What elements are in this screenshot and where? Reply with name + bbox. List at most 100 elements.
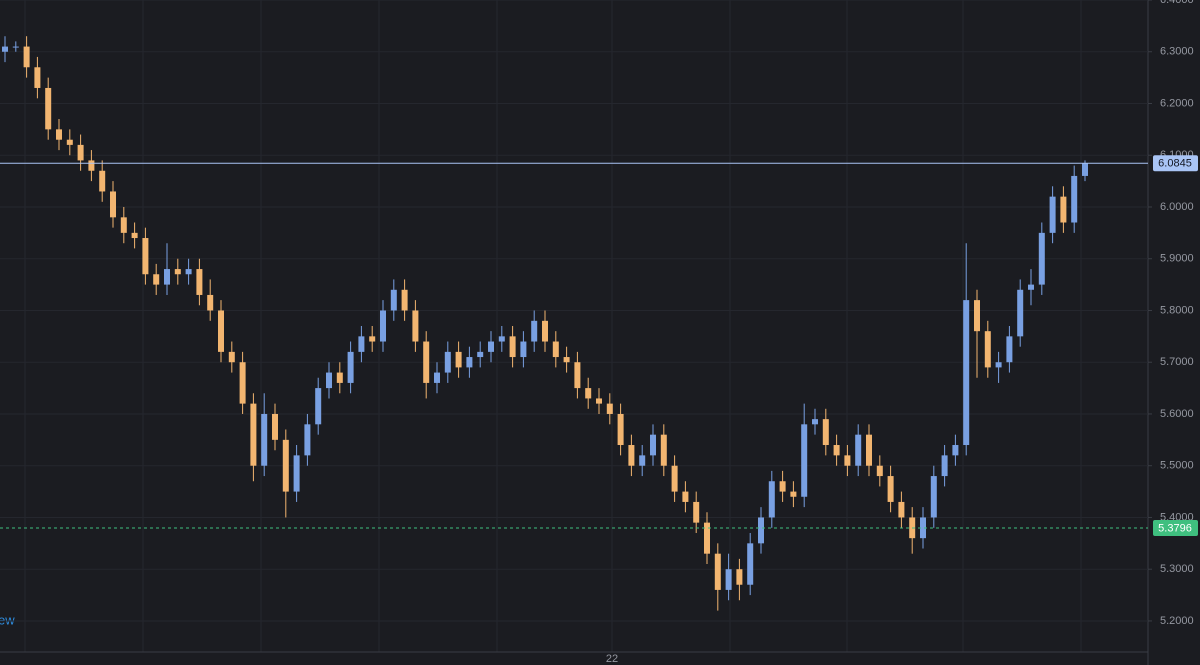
candle-body [358, 336, 365, 352]
candle-body [898, 501, 905, 518]
price-tag [1153, 155, 1198, 172]
candle-body [660, 434, 667, 466]
candle-body [812, 419, 818, 425]
candle-body [1049, 196, 1056, 233]
candle-body [1082, 163, 1088, 176]
candle-body [228, 351, 235, 363]
candle-body [99, 170, 106, 192]
candle-body [56, 129, 62, 140]
candle-body [574, 362, 581, 389]
candle-body [239, 362, 246, 404]
y-tick-label: 6.3000 [1160, 46, 1194, 58]
candle-body [639, 455, 646, 466]
candle-body [401, 289, 408, 311]
candle-body [142, 238, 149, 275]
candle-body [585, 388, 592, 399]
candle-body [2, 46, 8, 52]
candle-body [326, 372, 332, 389]
candle-body [1060, 196, 1067, 223]
candle-body [1028, 284, 1034, 290]
candle-body [164, 269, 170, 285]
candle-body [844, 455, 851, 466]
candle-body [941, 455, 948, 477]
price-tag-label: 5.3796 [1158, 522, 1192, 534]
y-tick-label: 5.7000 [1160, 356, 1194, 368]
candle-body [336, 372, 343, 383]
candle-body [1038, 232, 1045, 285]
price-tag [1153, 520, 1198, 537]
candle-body [1071, 175, 1078, 223]
y-tick-label: 5.5000 [1160, 460, 1194, 472]
candle-body [315, 388, 322, 425]
candle-body [153, 274, 160, 285]
y-tick-label: 6.4000 [1160, 0, 1194, 6]
candle-body [131, 232, 138, 239]
candle-body [304, 424, 311, 456]
candle-body [758, 517, 764, 544]
candle-body [520, 341, 527, 358]
candle-body [174, 269, 181, 275]
y-tick-label: 5.9000 [1160, 253, 1194, 265]
candle-body [531, 320, 538, 342]
candle-body [282, 439, 289, 492]
candle-body [822, 419, 829, 446]
candle-body [218, 310, 224, 352]
candle-body [293, 455, 300, 492]
candle-body [12, 46, 19, 48]
candle-body [1006, 336, 1013, 363]
candle-body [196, 269, 203, 295]
candle-body [779, 481, 786, 492]
candle-body [1017, 289, 1024, 337]
candle-body [347, 351, 354, 383]
candle-body [120, 217, 127, 233]
y-tick-label: 6.0000 [1160, 201, 1194, 213]
candle-body [110, 191, 116, 218]
candle-body [801, 424, 808, 497]
candle-body [995, 362, 1002, 368]
candle-body [66, 139, 73, 145]
candle-body [380, 310, 386, 342]
candle-body [984, 331, 991, 368]
y-tick-label: 5.3000 [1160, 563, 1194, 575]
candle-body [650, 434, 656, 456]
x-tick-label: 22 [606, 653, 618, 665]
candle-body [272, 413, 278, 440]
candle-body [88, 160, 95, 171]
candle-body [23, 46, 30, 68]
candle-body [714, 553, 721, 590]
candle-body [704, 522, 710, 554]
candle-body [682, 491, 689, 502]
candle-body [974, 300, 980, 332]
candle-body [563, 357, 570, 363]
candle-body [790, 491, 797, 497]
candle-body [693, 501, 700, 523]
candle-body [250, 403, 257, 466]
y-tick-label: 5.2000 [1160, 615, 1194, 627]
candle-body [77, 144, 84, 161]
candle-body [855, 434, 862, 466]
candle-body [434, 372, 440, 383]
candle-body [390, 289, 397, 311]
candle-body [833, 445, 840, 456]
candle-body [930, 476, 937, 518]
candle-body [477, 351, 484, 358]
candle-body [185, 269, 192, 275]
candle-body [606, 403, 613, 414]
candle-body [596, 398, 602, 404]
candle-body [207, 294, 214, 311]
y-tick-label: 5.6000 [1160, 408, 1194, 420]
candle-body [261, 413, 268, 466]
candle-body [768, 481, 775, 518]
candle-body [542, 320, 548, 342]
candle-body [369, 336, 376, 342]
candle-body [552, 341, 559, 358]
candle-body [444, 351, 451, 373]
candle-body [423, 341, 430, 383]
candle-body [455, 351, 462, 368]
y-tick-label: 5.8000 [1160, 304, 1194, 316]
candle-body [725, 569, 732, 590]
candle-body [488, 341, 494, 352]
candle-body [876, 465, 883, 477]
